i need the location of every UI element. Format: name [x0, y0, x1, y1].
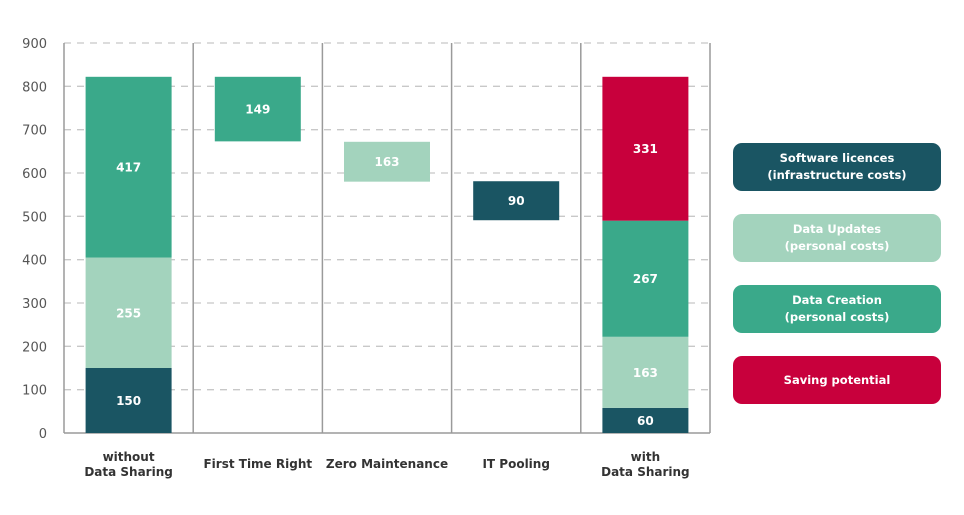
data-label: 163 [633, 366, 658, 380]
y-tick-label: 400 [22, 254, 47, 269]
y-tick-label: 600 [22, 167, 47, 182]
y-tick-label: 900 [22, 37, 47, 52]
legend-item: Data Updates (personal costs) [733, 214, 941, 262]
data-label: 163 [374, 155, 399, 169]
y-tick-label: 100 [22, 384, 47, 399]
legend-item: Software licences (infrastructure costs) [733, 143, 941, 191]
bar-segment [344, 141, 430, 182]
data-label: 90 [508, 194, 525, 208]
legend-item: Saving potential [733, 356, 941, 404]
bar-segment [85, 368, 172, 433]
bar-segment [214, 76, 301, 142]
bar-segment [473, 181, 560, 221]
data-label: 331 [633, 142, 658, 156]
data-label: 60 [637, 414, 654, 428]
x-tick-label: without Data Sharing [84, 450, 173, 479]
data-label: 255 [116, 306, 141, 320]
bar-segment [85, 76, 172, 258]
data-label: 267 [633, 272, 658, 286]
data-label: 417 [116, 161, 141, 175]
legend-item: Data Creation (personal costs) [733, 285, 941, 333]
data-label: 150 [116, 394, 141, 408]
y-tick-label: 300 [22, 297, 47, 312]
y-tick-label: 700 [22, 124, 47, 139]
bar-segment [602, 407, 689, 433]
bar-segment [85, 257, 172, 368]
x-tick-label: First Time Right [203, 457, 312, 471]
y-tick-label: 0 [39, 427, 47, 442]
x-tick-label: with Data Sharing [601, 450, 690, 479]
y-tick-label: 800 [22, 80, 47, 95]
bar-segment [602, 76, 689, 221]
y-tick-label: 200 [22, 340, 47, 355]
x-tick-label: IT Pooling [482, 457, 549, 471]
x-tick-label: Zero Maintenance [326, 457, 448, 471]
y-tick-label: 500 [22, 210, 47, 225]
data-label: 149 [245, 103, 270, 117]
bar-segment [602, 220, 689, 337]
bar-segment [602, 336, 689, 408]
